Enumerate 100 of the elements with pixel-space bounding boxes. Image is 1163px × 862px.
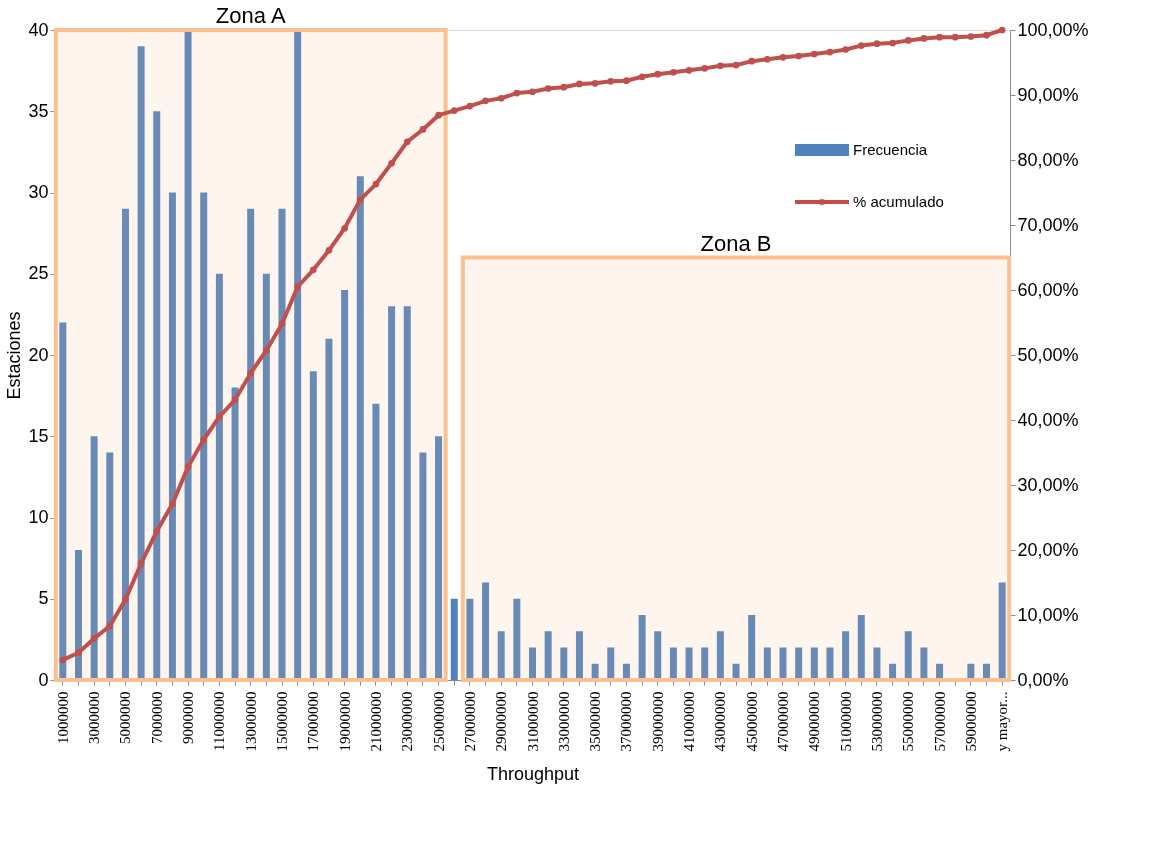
bar xyxy=(842,631,850,680)
bar xyxy=(106,452,114,680)
x-tick-label: 5000000 xyxy=(117,691,134,744)
bar xyxy=(685,647,693,680)
x-tick-label: 23000000 xyxy=(399,691,416,752)
bar xyxy=(262,273,270,680)
bar xyxy=(372,403,380,680)
y2-tick-label: 40,00% xyxy=(1017,409,1079,430)
bar xyxy=(497,631,505,680)
x-tick-label: 53000000 xyxy=(868,691,885,752)
x-tick-label: 35000000 xyxy=(587,691,604,752)
bar xyxy=(309,371,317,680)
x-tick-label: 29000000 xyxy=(493,691,510,752)
bar xyxy=(153,111,161,680)
bar xyxy=(826,647,834,680)
y2-tick-label: 20,00% xyxy=(1017,539,1079,560)
legend-label: % acumulado xyxy=(853,193,944,210)
bar xyxy=(998,582,1006,680)
bar xyxy=(482,582,490,680)
bar xyxy=(716,631,724,680)
bar xyxy=(325,338,333,680)
x-tick-label: 17000000 xyxy=(305,691,322,752)
bar xyxy=(857,615,865,680)
bar xyxy=(294,30,302,680)
bar xyxy=(231,387,239,680)
bar xyxy=(654,631,662,680)
bar xyxy=(74,550,82,680)
x-tick-label: 55000000 xyxy=(900,691,917,752)
y2-tick-label: 50,00% xyxy=(1017,344,1079,365)
x-tick-label: 37000000 xyxy=(618,691,635,752)
y-tick-label: 20 xyxy=(28,344,49,365)
bar xyxy=(513,598,521,680)
bar xyxy=(341,290,349,680)
bar xyxy=(90,436,98,680)
y-tick-label: 30 xyxy=(28,182,49,202)
bar xyxy=(419,452,427,680)
bar xyxy=(200,192,208,680)
x-tick-label: 49000000 xyxy=(806,691,823,752)
bar xyxy=(936,663,944,680)
y2-tick-label: 30,00% xyxy=(1017,474,1079,495)
x-tick-label: 19000000 xyxy=(336,691,353,752)
x-tick-label: 57000000 xyxy=(931,691,948,752)
x-tick-label: 21000000 xyxy=(367,691,384,752)
bar xyxy=(403,306,411,680)
y2-tick-label: 10,00% xyxy=(1017,604,1079,625)
x-tick-label: 27000000 xyxy=(461,691,478,752)
bar xyxy=(763,647,771,680)
x-tick-label: 33000000 xyxy=(555,691,572,752)
x-tick-label: y mayor... xyxy=(994,691,1011,752)
x-tick-label: 41000000 xyxy=(681,691,698,752)
x-tick-label: 31000000 xyxy=(524,691,541,752)
x-axis-title: Throughput xyxy=(486,763,580,784)
bar xyxy=(450,598,458,680)
bar xyxy=(168,192,176,680)
bar xyxy=(983,663,991,680)
x-tick-label: 1000000 xyxy=(54,691,71,744)
x-tick-label: 11000000 xyxy=(211,691,228,751)
bar xyxy=(701,647,709,680)
y-axis-title: Estaciones xyxy=(4,311,25,400)
bar xyxy=(795,647,803,680)
x-tick-label: 45000000 xyxy=(743,691,760,752)
bar xyxy=(669,647,677,680)
x-tick-label: 47000000 xyxy=(774,691,791,752)
bar xyxy=(356,176,364,680)
bar xyxy=(529,647,536,680)
x-tick-label: 39000000 xyxy=(649,691,666,752)
bar xyxy=(575,631,583,680)
y2-tick-label: 90,00% xyxy=(1017,84,1079,105)
bar xyxy=(278,208,286,680)
bar xyxy=(920,647,928,680)
bar xyxy=(967,663,975,680)
bar xyxy=(622,663,630,680)
y-tick-label: 10 xyxy=(28,507,49,527)
bar xyxy=(873,647,881,680)
x-tick-label: 7000000 xyxy=(148,691,165,744)
y-tick-label: 35 xyxy=(28,100,49,121)
bar xyxy=(137,46,145,680)
x-tick-label: 3000000 xyxy=(86,691,103,744)
bar xyxy=(607,647,615,680)
bar xyxy=(121,208,129,680)
bar xyxy=(810,647,818,680)
y-tick-label: 5 xyxy=(38,588,49,609)
y2-tick-label: 70,00% xyxy=(1017,214,1079,235)
x-tick-label: 51000000 xyxy=(837,691,854,752)
x-tick-label: 15000000 xyxy=(274,691,291,752)
bar xyxy=(544,631,552,680)
y-tick-label: 25 xyxy=(28,263,49,284)
x-tick-label: 43000000 xyxy=(712,691,729,752)
bar xyxy=(732,663,740,680)
y2-tick-label: 80,00% xyxy=(1017,149,1079,170)
bar xyxy=(889,663,897,680)
bar xyxy=(388,306,396,680)
x-tick-label: 25000000 xyxy=(430,691,447,752)
bar xyxy=(591,663,599,680)
y-tick-label: 40 xyxy=(28,19,49,40)
bar xyxy=(904,631,912,680)
bar xyxy=(466,598,474,680)
x-tick-label: 9000000 xyxy=(180,691,197,744)
band-label: Zona A xyxy=(215,3,286,28)
y-tick-label: 15 xyxy=(28,425,49,446)
